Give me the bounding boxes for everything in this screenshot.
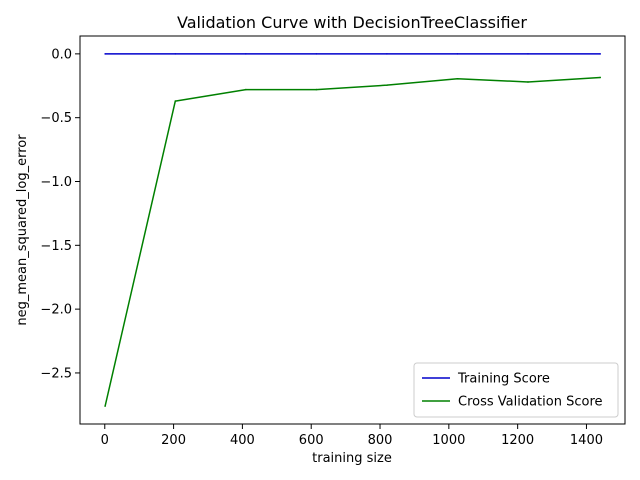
- x-tick-label: 600: [299, 433, 324, 448]
- data-point-training-score: [599, 53, 602, 55]
- x-tick-label: 0: [101, 433, 109, 448]
- x-tick-label: 1000: [432, 433, 465, 448]
- y-tick-label: −0.5: [40, 111, 72, 126]
- data-point-training-score: [386, 53, 388, 55]
- chart-title: Validation Curve with DecisionTreeClassi…: [177, 13, 527, 32]
- legend-label: Cross Validation Score: [458, 395, 603, 410]
- plot-area-frame: [79, 35, 626, 425]
- data-point-cross-validation-score: [456, 77, 459, 80]
- data-point-cross-validation-score: [174, 100, 177, 102]
- x-axis-label: training size: [312, 451, 392, 466]
- data-point-cross-validation-score: [245, 88, 247, 91]
- data-point-cross-validation-score: [599, 76, 602, 79]
- data-point-cross-validation-score: [315, 88, 318, 91]
- data-point-training-score: [315, 53, 318, 55]
- data-point-training-score: [456, 53, 459, 55]
- data-point-training-score: [174, 53, 177, 55]
- data-point-cross-validation-score: [386, 84, 388, 86]
- y-tick-label: −2.5: [40, 366, 72, 381]
- data-point-cross-validation-score: [104, 405, 106, 407]
- data-point-training-score: [527, 53, 529, 55]
- series-line-cross-validation-score: [104, 76, 601, 407]
- y-axis: 0.0 −0.5 −1.0 −1.5 −2.0 −2.5: [40, 47, 80, 381]
- x-tick-label: 1200: [501, 433, 534, 448]
- y-tick-label: −1.5: [40, 239, 72, 254]
- data-point-training-score: [245, 53, 247, 55]
- y-axis-label: neg_mean_squared_log_error: [15, 134, 30, 326]
- legend-box: [413, 362, 619, 418]
- x-tick-label: 400: [230, 433, 255, 448]
- x-tick-label: 200: [161, 433, 186, 448]
- y-tick-label: 0.0: [51, 47, 72, 62]
- data-point-training-score: [104, 53, 106, 55]
- series-layer: [104, 53, 602, 407]
- x-axis: 0 200 400 600 800 1000 1200 1400: [101, 424, 603, 448]
- data-point-cross-validation-score: [527, 81, 529, 83]
- legend: Training Score Cross Validation Score: [413, 362, 619, 418]
- x-tick-label: 800: [368, 433, 393, 448]
- x-tick-label: 1400: [570, 433, 603, 448]
- legend-label: Training Score: [457, 372, 550, 387]
- y-tick-label: −1.0: [40, 175, 72, 190]
- y-tick-label: −2.0: [40, 303, 72, 318]
